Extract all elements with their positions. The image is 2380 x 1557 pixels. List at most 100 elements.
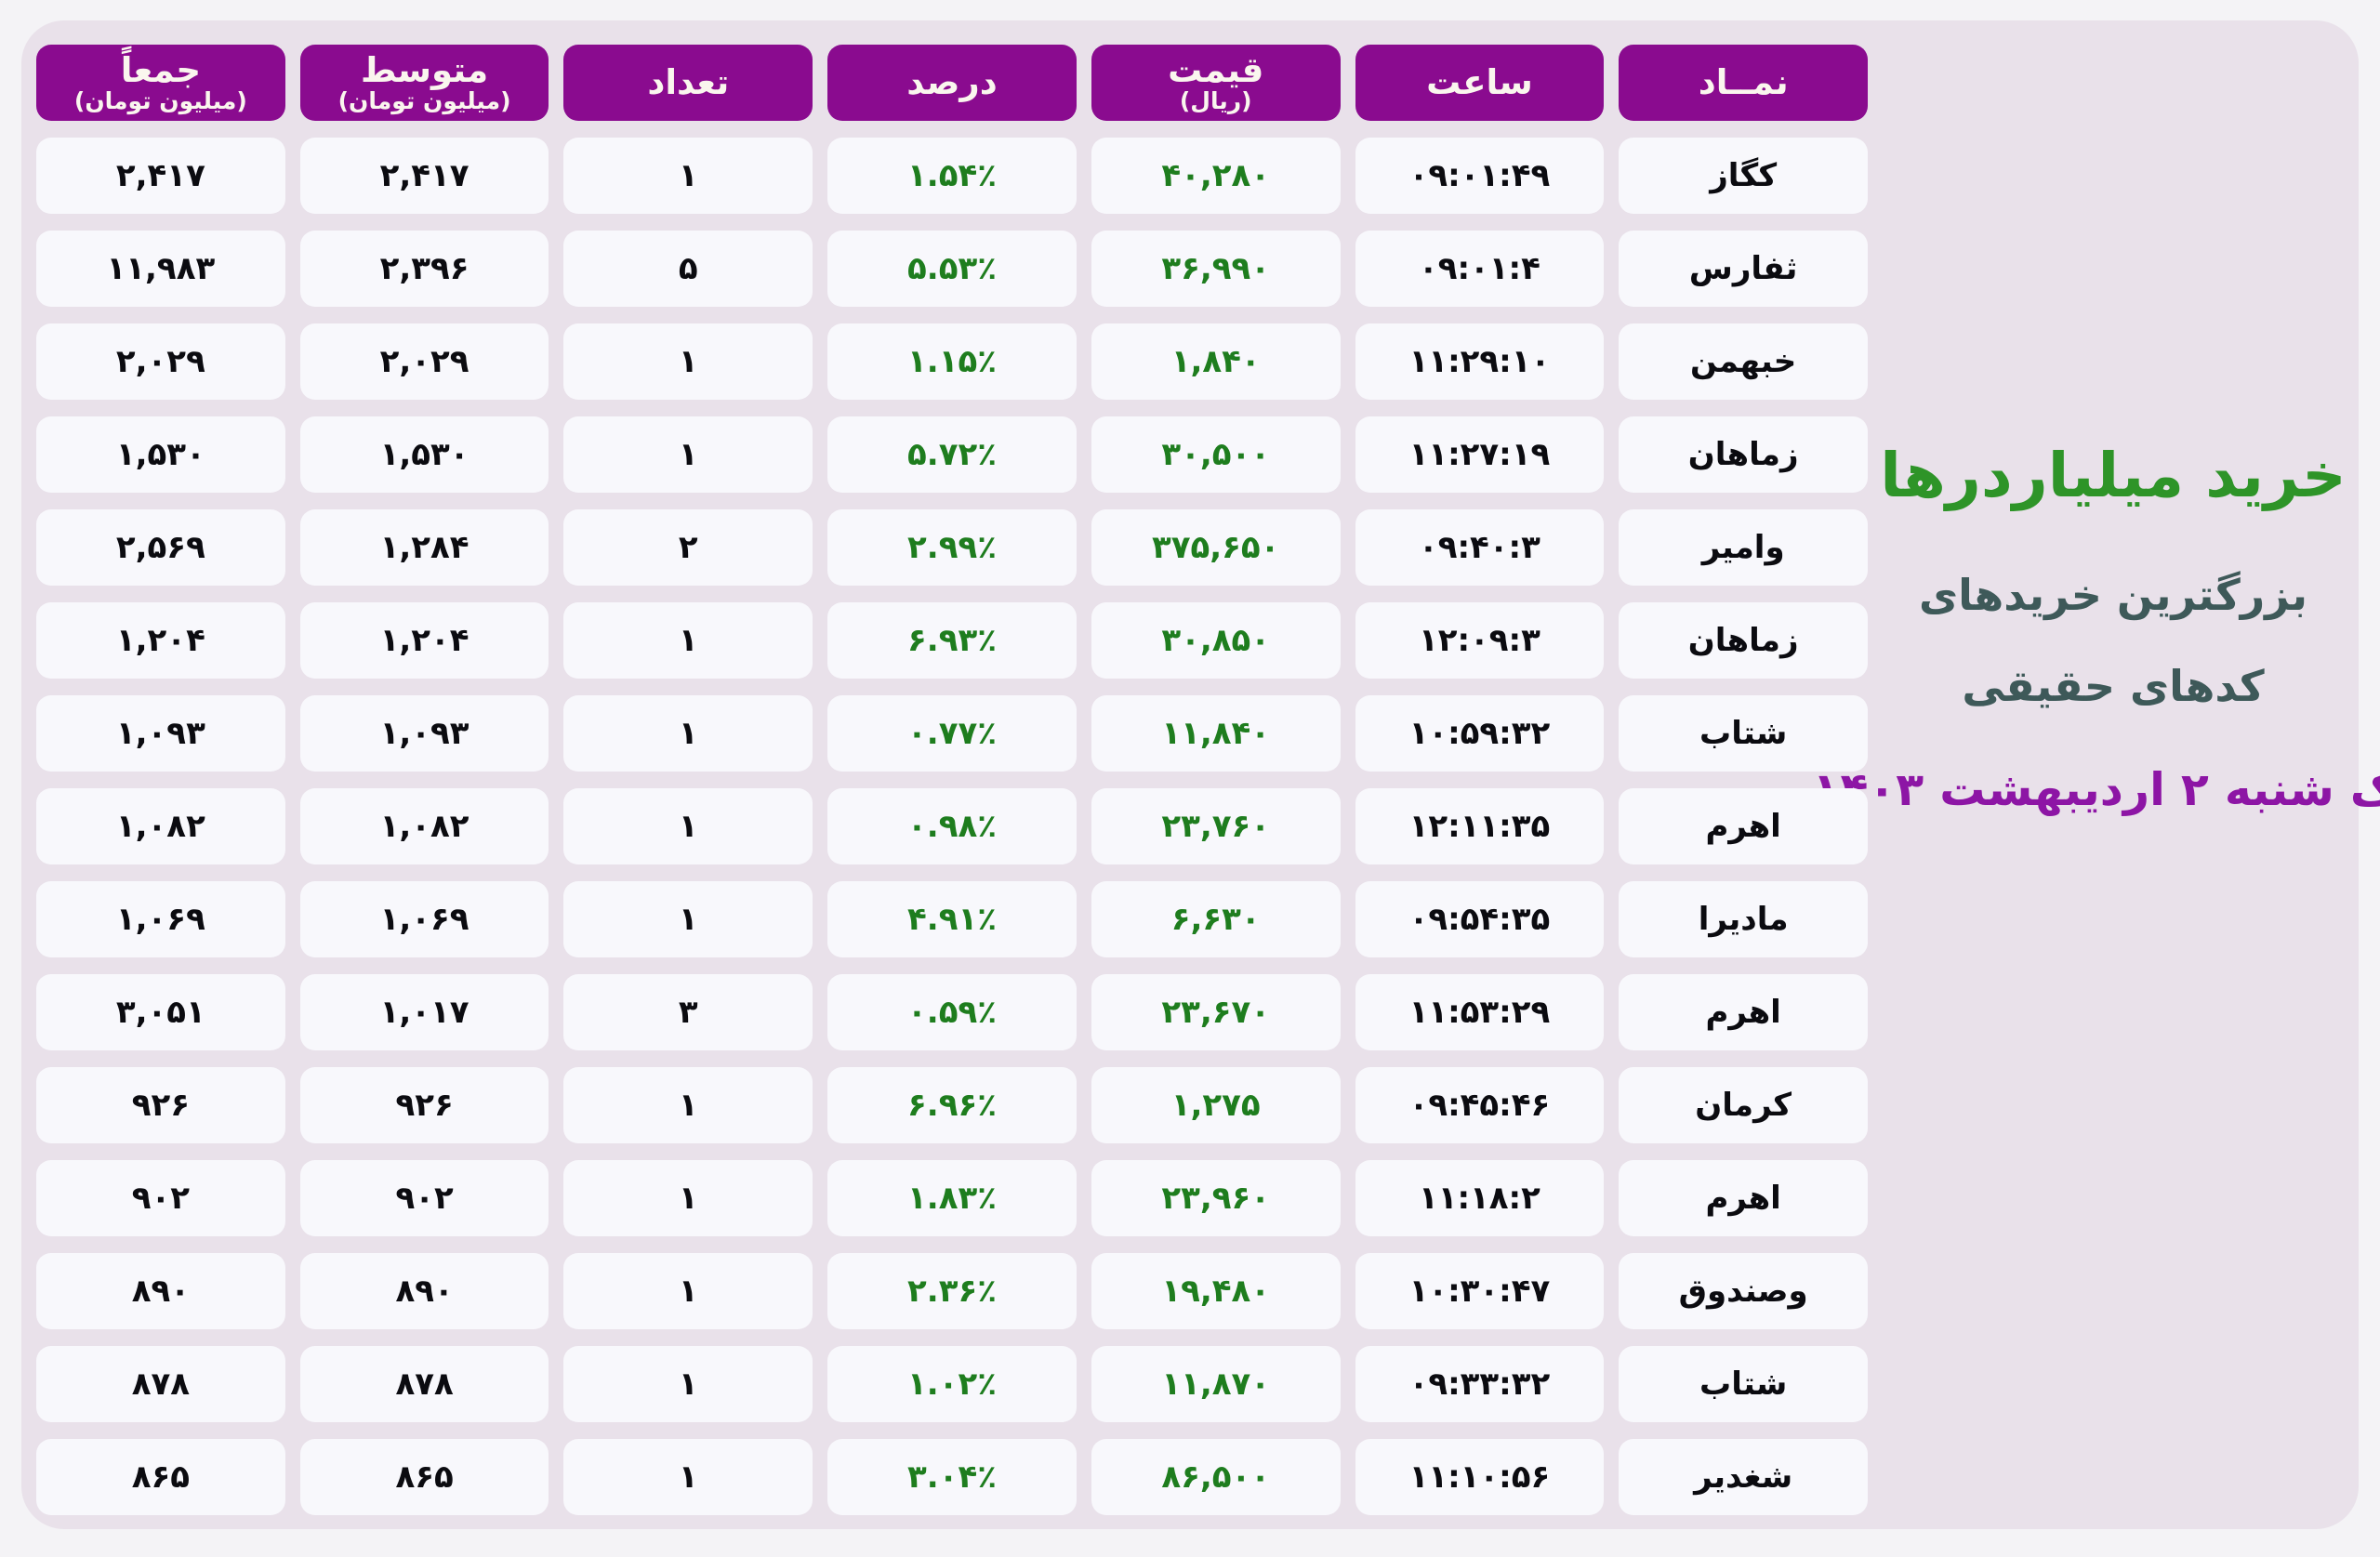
cell-total: ۳,۰۵۱ bbox=[36, 974, 285, 1050]
header-label: جمعاً bbox=[120, 49, 201, 90]
cell-time: ۱۱:۲۹:۱۰ bbox=[1355, 323, 1605, 400]
header-sublabel: (میلیون تومان) bbox=[73, 87, 247, 115]
cell-total: ۱۱,۹۸۳ bbox=[36, 231, 285, 307]
cell-percent: ۶.۹۳٪ bbox=[827, 602, 1077, 679]
cell-price: ۳۰,۵۰۰ bbox=[1091, 416, 1341, 493]
cell-count: ۱ bbox=[563, 416, 813, 493]
cell-count: ۲ bbox=[563, 509, 813, 586]
cell-time: ۰۹:۴۰:۳ bbox=[1355, 509, 1605, 586]
cell-avg: ۲,۴۱۷ bbox=[299, 138, 549, 214]
cell-total: ۸۶۵ bbox=[36, 1439, 285, 1515]
table-container: خرید میلیاردرها بزرگترین خریدهای کدهای ح… bbox=[21, 20, 2380, 1529]
cell-percent: ۰.۹۸٪ bbox=[827, 788, 1077, 864]
cell-percent: ۲.۳۶٪ bbox=[827, 1253, 1077, 1329]
cell-avg: ۱,۰۹۳ bbox=[299, 695, 549, 772]
cell-avg: ۹۰۲ bbox=[299, 1160, 549, 1236]
cell-total: ۲,۰۲۹ bbox=[36, 323, 285, 400]
header-label: متوسط bbox=[360, 49, 489, 90]
title-panel: خرید میلیاردرها بزرگترین خریدهای کدهای ح… bbox=[1813, 45, 2380, 1513]
cell-symbol: کرمان bbox=[1619, 1067, 1868, 1143]
cell-price: ۱,۲۷۵ bbox=[1091, 1067, 1341, 1143]
header-cell-count: تعداد bbox=[563, 45, 813, 121]
cell-percent: ۵.۷۲٪ bbox=[827, 416, 1077, 493]
cell-price: ۴۰,۲۸۰ bbox=[1091, 138, 1341, 214]
cell-price: ۱۹,۴۸۰ bbox=[1091, 1253, 1341, 1329]
cell-percent: ۰.۵۹٪ bbox=[827, 974, 1077, 1050]
cell-price: ۱۱,۸۴۰ bbox=[1091, 695, 1341, 772]
cell-total: ۸۹۰ bbox=[36, 1253, 285, 1329]
cell-time: ۱۰:۵۹:۳۲ bbox=[1355, 695, 1605, 772]
cell-percent: ۱.۰۲٪ bbox=[827, 1346, 1077, 1422]
layout: خرید میلیاردرها بزرگترین خریدهای کدهای ح… bbox=[21, 20, 2380, 1529]
cell-total: ۱,۲۰۴ bbox=[36, 602, 285, 679]
cell-symbol: ثفارس bbox=[1619, 231, 1868, 307]
cell-price: ۱۱,۸۷۰ bbox=[1091, 1346, 1341, 1422]
cell-price: ۳۶,۹۹۰ bbox=[1091, 231, 1341, 307]
cell-percent: ۲.۹۹٪ bbox=[827, 509, 1077, 586]
cell-total: ۱,۵۳۰ bbox=[36, 416, 285, 493]
subtitle-line2: کدهای حقیقی bbox=[1962, 660, 2265, 711]
cell-avg: ۱,۲۸۴ bbox=[299, 509, 549, 586]
cell-count: ۱ bbox=[563, 695, 813, 772]
cell-price: ۸۶,۵۰۰ bbox=[1091, 1439, 1341, 1515]
cell-time: ۰۹:۰۱:۴ bbox=[1355, 231, 1605, 307]
cell-price: ۳۷۵,۶۵۰ bbox=[1091, 509, 1341, 586]
cell-count: ۱ bbox=[563, 1067, 813, 1143]
cell-count: ۱ bbox=[563, 602, 813, 679]
cell-symbol: کگاز bbox=[1619, 138, 1868, 214]
cell-time: ۱۱:۱۸:۲ bbox=[1355, 1160, 1605, 1236]
cell-time: ۰۹:۰۱:۴۹ bbox=[1355, 138, 1605, 214]
cell-percent: ۴.۹۱٪ bbox=[827, 881, 1077, 957]
cell-avg: ۱,۰۶۹ bbox=[299, 881, 549, 957]
header-sublabel: (ریال) bbox=[1179, 87, 1252, 115]
cell-count: ۱ bbox=[563, 323, 813, 400]
cell-time: ۱۱:۵۳:۲۹ bbox=[1355, 974, 1605, 1050]
cell-symbol: شتاب bbox=[1619, 695, 1868, 772]
header-cell-time: ساعت bbox=[1355, 45, 1605, 121]
cell-count: ۵ bbox=[563, 231, 813, 307]
cell-price: ۲۳,۷۶۰ bbox=[1091, 788, 1341, 864]
cell-time: ۱۲:۱۱:۳۵ bbox=[1355, 788, 1605, 864]
cell-total: ۸۷۸ bbox=[36, 1346, 285, 1422]
header-label: تعداد bbox=[647, 61, 730, 102]
cell-symbol: مادیرا bbox=[1619, 881, 1868, 957]
cell-avg: ۹۲۶ bbox=[299, 1067, 549, 1143]
cell-avg: ۱,۲۰۴ bbox=[299, 602, 549, 679]
cell-symbol: خبهمن bbox=[1619, 323, 1868, 400]
cell-avg: ۸۶۵ bbox=[299, 1439, 549, 1515]
cell-symbol: اهرم bbox=[1619, 788, 1868, 864]
cell-avg: ۲,۰۲۹ bbox=[299, 323, 549, 400]
cell-total: ۹۰۲ bbox=[36, 1160, 285, 1236]
header-label: ساعت bbox=[1426, 61, 1533, 102]
cell-price: ۲۳,۶۷۰ bbox=[1091, 974, 1341, 1050]
header-cell-price: قیمت (ریال) bbox=[1091, 45, 1341, 121]
header-label: درصد bbox=[906, 61, 998, 102]
cell-price: ۱,۸۴۰ bbox=[1091, 323, 1341, 400]
header-cell-avg: متوسط (میلیون تومان) bbox=[299, 45, 549, 121]
cell-percent: ۵.۵۳٪ bbox=[827, 231, 1077, 307]
cell-count: ۱ bbox=[563, 1160, 813, 1236]
cell-symbol: وصندوق bbox=[1619, 1253, 1868, 1329]
cell-total: ۱,۰۸۲ bbox=[36, 788, 285, 864]
cell-symbol: اهرم bbox=[1619, 1160, 1868, 1236]
cell-total: ۱,۰۶۹ bbox=[36, 881, 285, 957]
cell-price: ۶,۶۳۰ bbox=[1091, 881, 1341, 957]
page-title: خرید میلیاردرها bbox=[1880, 440, 2347, 511]
buyers-table: نمــاد ساعت قیمت (ریال) درصد تعداد متوسط (میلیو… bbox=[36, 45, 1868, 1515]
cell-avg: ۱,۰۸۲ bbox=[299, 788, 549, 864]
cell-count: ۳ bbox=[563, 974, 813, 1050]
cell-count: ۱ bbox=[563, 1439, 813, 1515]
cell-count: ۱ bbox=[563, 1346, 813, 1422]
header-sublabel: (میلیون تومان) bbox=[337, 87, 511, 115]
cell-avg: ۸۹۰ bbox=[299, 1253, 549, 1329]
cell-symbol: وامیر bbox=[1619, 509, 1868, 586]
cell-total: ۲,۵۶۹ bbox=[36, 509, 285, 586]
cell-symbol: زماهان bbox=[1619, 416, 1868, 493]
cell-price: ۲۳,۹۶۰ bbox=[1091, 1160, 1341, 1236]
cell-avg: ۱,۵۳۰ bbox=[299, 416, 549, 493]
cell-avg: ۱,۰۱۷ bbox=[299, 974, 549, 1050]
header-cell-symbol: نمــاد bbox=[1619, 45, 1868, 121]
cell-time: ۱۲:۰۹:۳ bbox=[1355, 602, 1605, 679]
cell-count: ۱ bbox=[563, 1253, 813, 1329]
